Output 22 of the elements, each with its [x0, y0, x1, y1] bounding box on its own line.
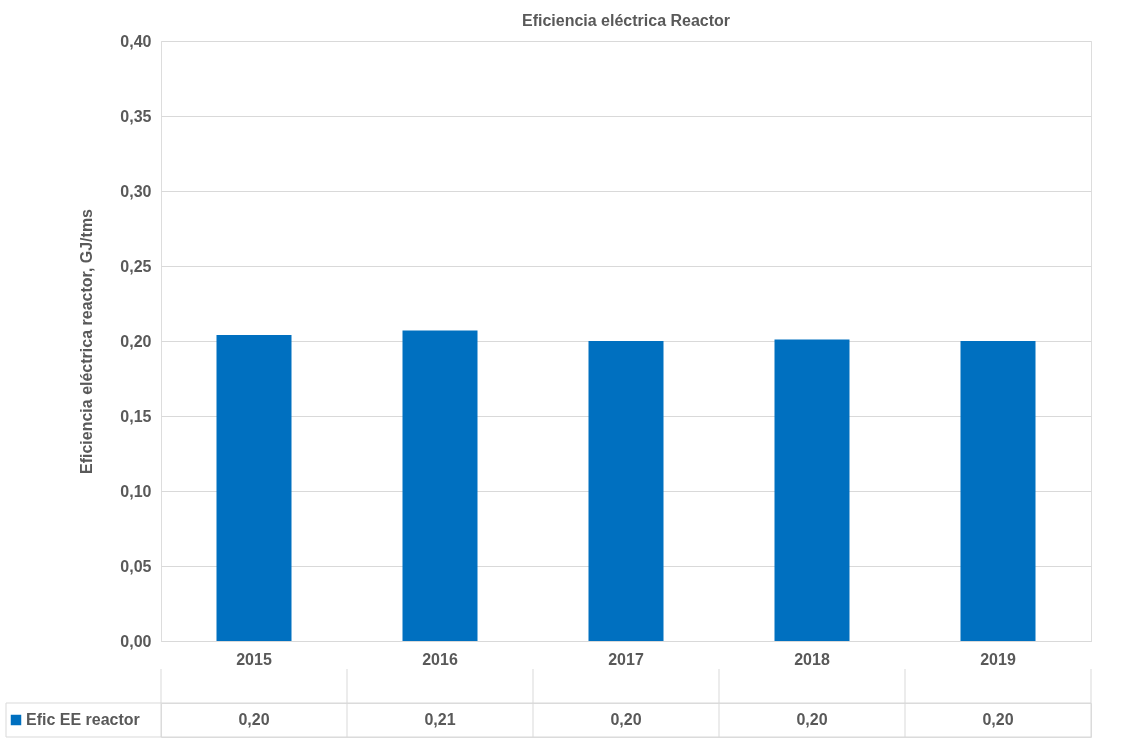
data-label: 0,20 — [610, 711, 642, 728]
x-tick-label: 2018 — [794, 650, 830, 668]
y-tick-label: 0,35 — [120, 107, 152, 125]
y-tick-label: 0,40 — [120, 32, 152, 50]
data-label: 0,20 — [982, 711, 1014, 728]
chart-title: Eficiencia eléctrica Reactor — [521, 12, 731, 29]
y-tick-label: 0,10 — [120, 482, 152, 500]
legend-label: Efic EE reactor — [26, 711, 140, 728]
y-tick-label: 0,00 — [120, 632, 152, 650]
y-tick-label: 0,20 — [120, 332, 152, 350]
data-label: 0,21 — [424, 711, 456, 728]
y-tick-label: 0,15 — [120, 407, 152, 425]
x-tick-label: 2017 — [608, 650, 644, 668]
x-tick-label: 2015 — [236, 650, 272, 668]
y-tick-label: 0,05 — [120, 557, 152, 575]
y-tick-label: 0,25 — [120, 257, 152, 275]
y-axis-title: Eficiencia eléctrica reactor, GJ/tms — [78, 208, 96, 475]
y-tick-label: 0,30 — [120, 182, 152, 200]
data-label: 0,20 — [238, 711, 270, 728]
x-tick-label: 2019 — [980, 650, 1016, 668]
data-label: 0,20 — [796, 711, 828, 728]
x-tick-label: 2016 — [422, 650, 458, 668]
